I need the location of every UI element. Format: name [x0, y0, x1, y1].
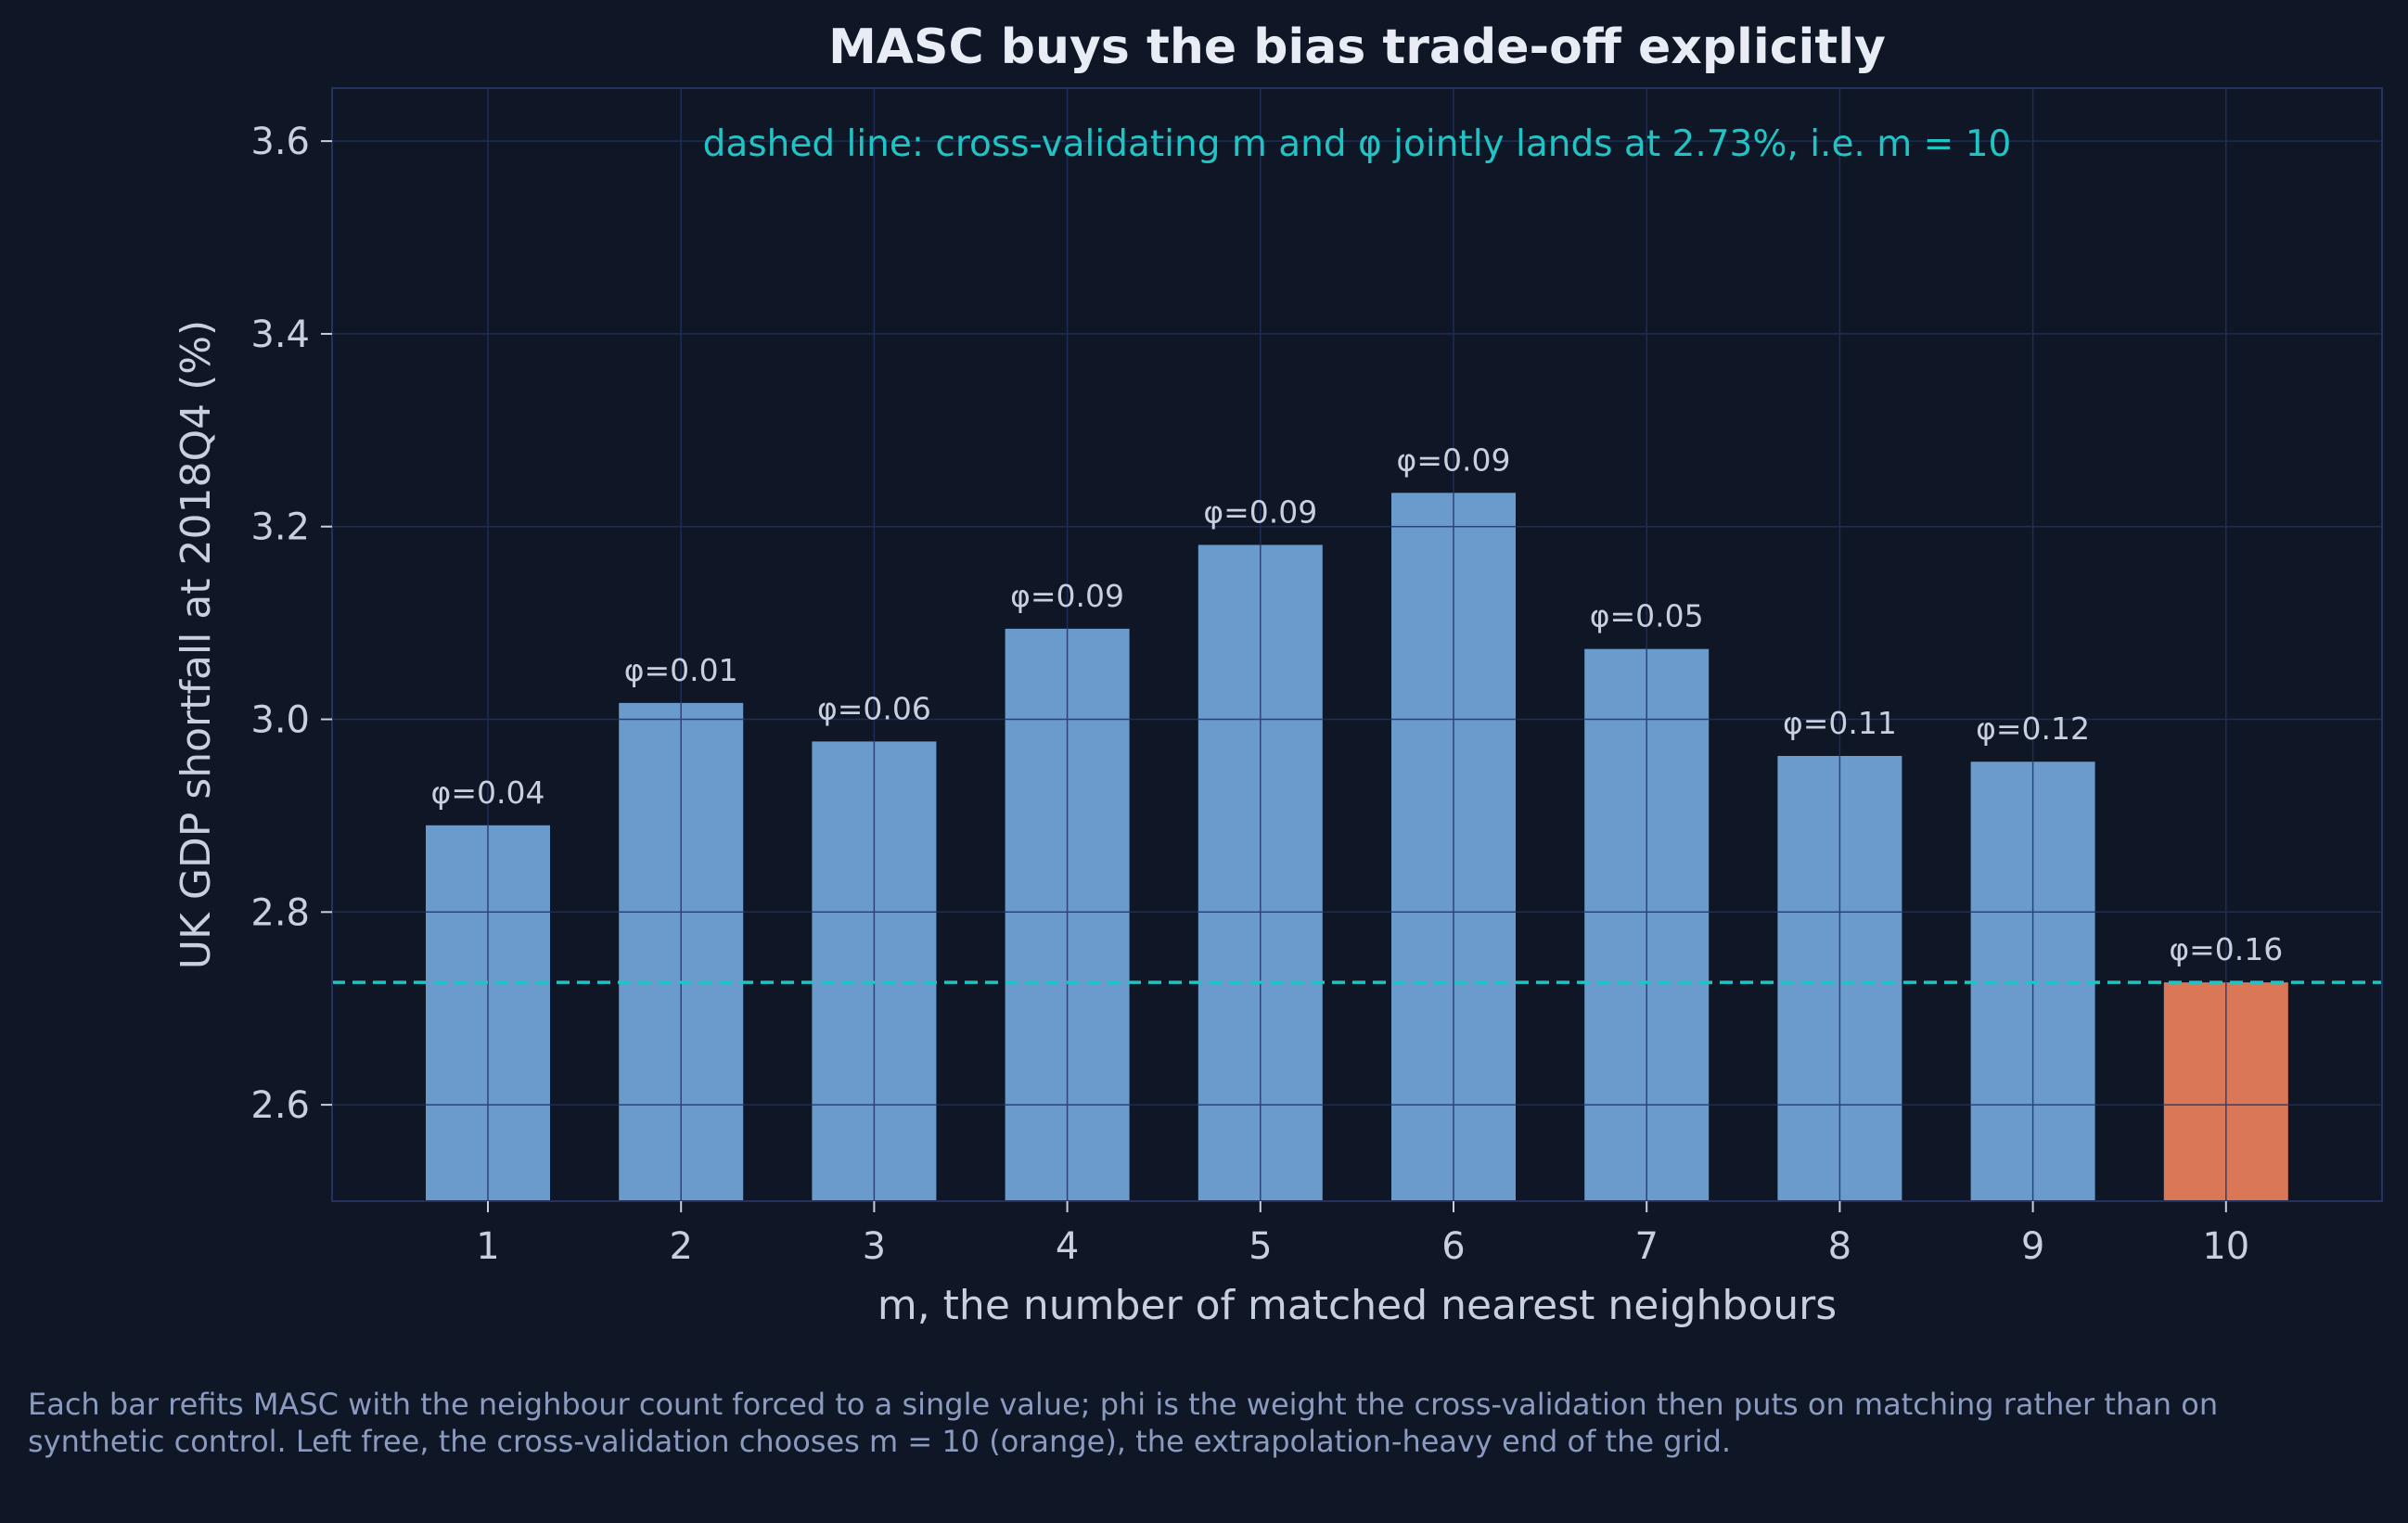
y-tick-label: 3.4 — [250, 314, 310, 356]
x-tick-label: 2 — [669, 1225, 692, 1268]
bar-value-label: φ=0.12 — [1976, 710, 2090, 747]
x-tick-label: 3 — [863, 1225, 886, 1268]
bar-labels: φ=0.04 φ=0.01 φ=0.06 φ=0.09 φ=0.09 φ=0.09 φ=0.… — [431, 442, 2284, 967]
bar-value-label: φ=0.09 — [1397, 442, 1511, 478]
bar-value-label: φ=0.16 — [2169, 931, 2283, 967]
figure-caption: Each bar refits MASC with the neighbour … — [28, 1387, 2219, 1459]
chart-title: MASC buys the bias trade-off explicitly — [828, 19, 1886, 75]
bar-value-label: φ=0.05 — [1590, 598, 1704, 634]
x-tick-label: 5 — [1249, 1225, 1272, 1268]
bar-value-label: φ=0.04 — [431, 774, 545, 811]
bar-value-label: φ=0.09 — [1010, 578, 1124, 614]
x-tick-label: 7 — [1634, 1225, 1658, 1268]
y-tick-label: 3.2 — [250, 506, 310, 549]
x-tick-label: 10 — [2202, 1225, 2249, 1268]
x-tick-label: 4 — [1056, 1225, 1079, 1268]
chart-annotation: dashed line: cross-validating m and φ jo… — [703, 123, 2012, 165]
y-axis-label: UK GDP shortfall at 2018Q4 (%) — [173, 320, 220, 969]
bar-grid-overlay — [426, 493, 2288, 1201]
x-tick-label: 6 — [1441, 1225, 1465, 1268]
plot-frame — [331, 87, 2383, 1202]
bar-value-label: φ=0.06 — [817, 690, 931, 726]
bar-value-label: φ=0.01 — [624, 652, 738, 688]
x-axis: 1 2 3 4 5 6 7 8 9 10 — [476, 1201, 2249, 1268]
y-tick-label: 3.0 — [250, 699, 310, 742]
x-axis-label: m, the number of matched nearest neighbo… — [877, 1282, 1837, 1329]
x-tick-label: 1 — [476, 1225, 499, 1268]
y-tick-label: 2.6 — [250, 1084, 310, 1127]
bar-value-label: φ=0.09 — [1203, 493, 1317, 530]
x-tick-label: 8 — [1828, 1225, 1851, 1268]
x-tick-label: 9 — [2021, 1225, 2044, 1268]
y-tick-label: 2.8 — [250, 891, 310, 934]
y-axis: 2.6 2.8 3.0 3.2 3.4 3.6 — [250, 121, 332, 1127]
bar-value-label: φ=0.11 — [1783, 705, 1897, 741]
y-tick-label: 3.6 — [250, 121, 310, 163]
